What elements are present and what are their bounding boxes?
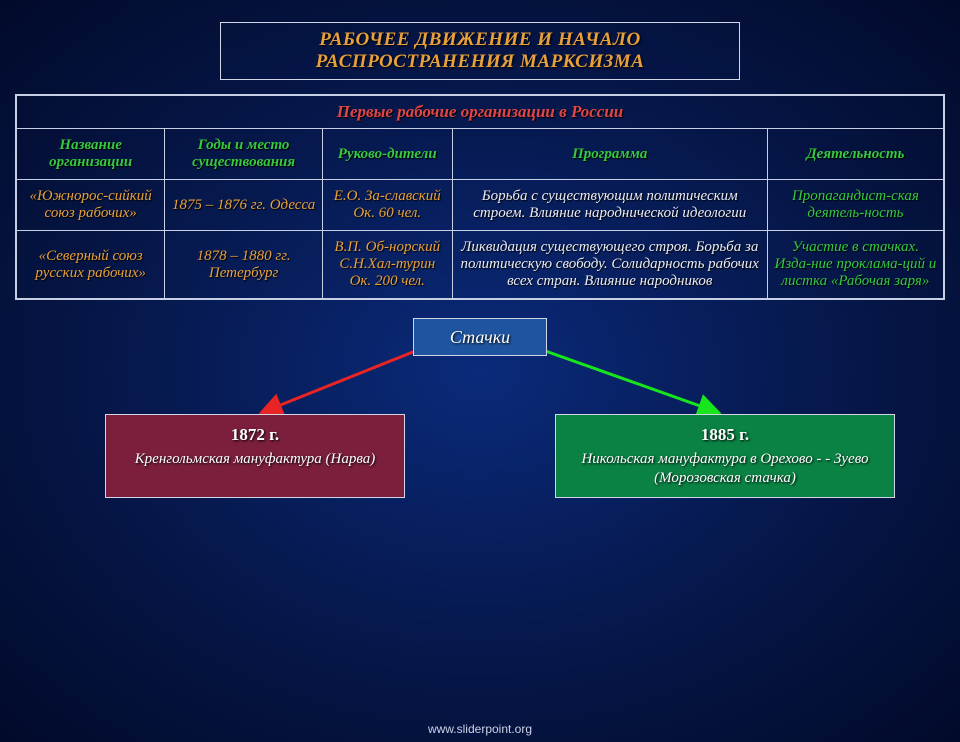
cell-name: «Северный союз русских рабочих» bbox=[17, 231, 165, 299]
flow-left-box: 1872 г. Кренгольмская мануфактура (Нарва… bbox=[105, 414, 405, 498]
col-header: Деятельность bbox=[767, 129, 943, 180]
flow-root: Стачки bbox=[413, 318, 547, 356]
arrow-left bbox=[263, 348, 423, 412]
table-row: «Северный союз русских рабочих» 1878 – 1… bbox=[17, 231, 944, 299]
cell-activity: Пропагандист-ская деятель-ность bbox=[767, 180, 943, 231]
cell-program: Ликвидация существующего строя. Борьба з… bbox=[452, 231, 767, 299]
footer-watermark: www.sliderpoint.org bbox=[0, 722, 960, 736]
cell-leaders: Е.О. За-славский Ок. 60 чел. bbox=[322, 180, 452, 231]
flowchart: Стачки 1872 г. Кренгольмская мануфактура… bbox=[15, 318, 945, 508]
col-header: Программа bbox=[452, 129, 767, 180]
slide-title-box: РАБОЧЕЕ ДВИЖЕНИЕ И НАЧАЛО РАСПРОСТРАНЕНИ… bbox=[220, 22, 740, 80]
title-line-1: РАБОЧЕЕ ДВИЖЕНИЕ И НАЧАЛО bbox=[231, 29, 729, 51]
col-header: Годы и место существования bbox=[165, 129, 323, 180]
flow-right-box: 1885 г. Никольская мануфактура в Орехово… bbox=[555, 414, 895, 498]
organizations-table: Первые рабочие организации в России Назв… bbox=[15, 94, 945, 300]
cell-years: 1878 – 1880 гг. Петербург bbox=[165, 231, 323, 299]
cell-years: 1875 – 1876 гг. Одесса bbox=[165, 180, 323, 231]
right-year: 1885 г. bbox=[556, 425, 894, 445]
col-header: Название организации bbox=[17, 129, 165, 180]
table-caption: Первые рабочие организации в России bbox=[17, 96, 944, 129]
left-year: 1872 г. bbox=[106, 425, 404, 445]
arrow-right bbox=[537, 348, 717, 412]
table-header-row: Название организации Годы и место сущест… bbox=[17, 129, 944, 180]
cell-program: Борьба с существующим политическим строе… bbox=[452, 180, 767, 231]
right-desc: Никольская мануфактура в Орехово - - Зуе… bbox=[556, 450, 894, 488]
cell-activity: Участие в стачках. Изда-ние проклама-ций… bbox=[767, 231, 943, 299]
title-line-2: РАСПРОСТРАНЕНИЯ МАРКСИЗМА bbox=[231, 51, 729, 73]
cell-name: «Южнорос-сийкий союз рабочих» bbox=[17, 180, 165, 231]
left-desc: Кренгольмская мануфактура (Нарва) bbox=[106, 450, 404, 469]
cell-leaders: В.П. Об-норский С.Н.Хал-турин Ок. 200 че… bbox=[322, 231, 452, 299]
col-header: Руково-дители bbox=[322, 129, 452, 180]
table-row: «Южнорос-сийкий союз рабочих» 1875 – 187… bbox=[17, 180, 944, 231]
